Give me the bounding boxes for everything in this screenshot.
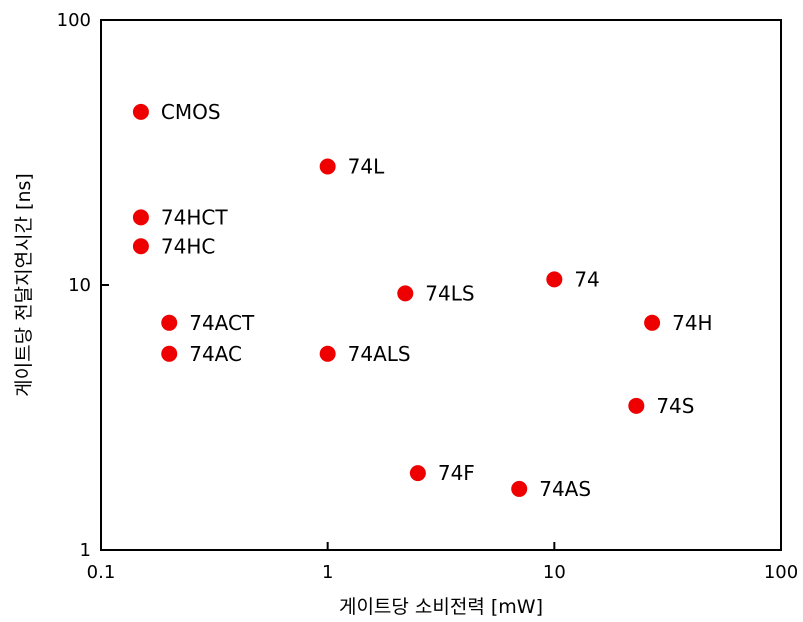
data-point-marker [546, 271, 563, 288]
data-points: CMOS 74L 74HCT 74HC 74 74LS 74ACT 74H 74AC 74ALS 7… [132, 100, 713, 501]
y-axis-ticks: 1 10 100 [57, 10, 109, 561]
data-point-marker [628, 397, 645, 414]
data-point-label: 74HCT [161, 205, 228, 229]
data-point-label: 74ACT [189, 311, 255, 335]
data-point-marker [319, 158, 336, 175]
x-tick-label: 1 [322, 562, 333, 583]
data-point-marker [319, 345, 336, 362]
data-point-marker [397, 285, 414, 302]
data-point-label: 74H [672, 311, 713, 335]
x-tick-label: 100 [764, 562, 798, 583]
y-tick-label: 1 [80, 540, 91, 561]
data-point-label: CMOS [161, 100, 221, 124]
y-tick-label: 100 [57, 10, 91, 31]
x-axis-title: 게이트당 소비전력 [mW] [339, 596, 543, 618]
y-tick-label: 10 [68, 275, 91, 296]
data-point-label: 74AC [189, 342, 242, 366]
data-point-label: 74L [348, 155, 385, 179]
data-point-label: 74LS [425, 281, 474, 305]
y-axis-title: 게이트당 전달지연시간 [ns] [13, 173, 35, 397]
data-point-label: 74 [574, 267, 599, 291]
data-point-label: 74HC [161, 234, 215, 258]
data-point-label: 74S [656, 394, 694, 418]
x-tick-label: 10 [543, 562, 566, 583]
data-point-marker [511, 480, 528, 497]
data-point-marker [161, 314, 178, 331]
data-point-marker [132, 209, 149, 226]
x-tick-label: 0.1 [87, 562, 116, 583]
data-point-label: 74AS [539, 477, 591, 501]
data-point-label: 74ALS [348, 342, 411, 366]
data-point-marker [132, 238, 149, 255]
data-point-label: 74F [438, 461, 475, 485]
data-point-marker [161, 345, 178, 362]
data-point-marker [644, 314, 661, 331]
data-point-marker [409, 465, 426, 482]
x-axis-ticks: 0.1 1 10 100 [87, 542, 798, 583]
data-point-marker [132, 103, 149, 120]
